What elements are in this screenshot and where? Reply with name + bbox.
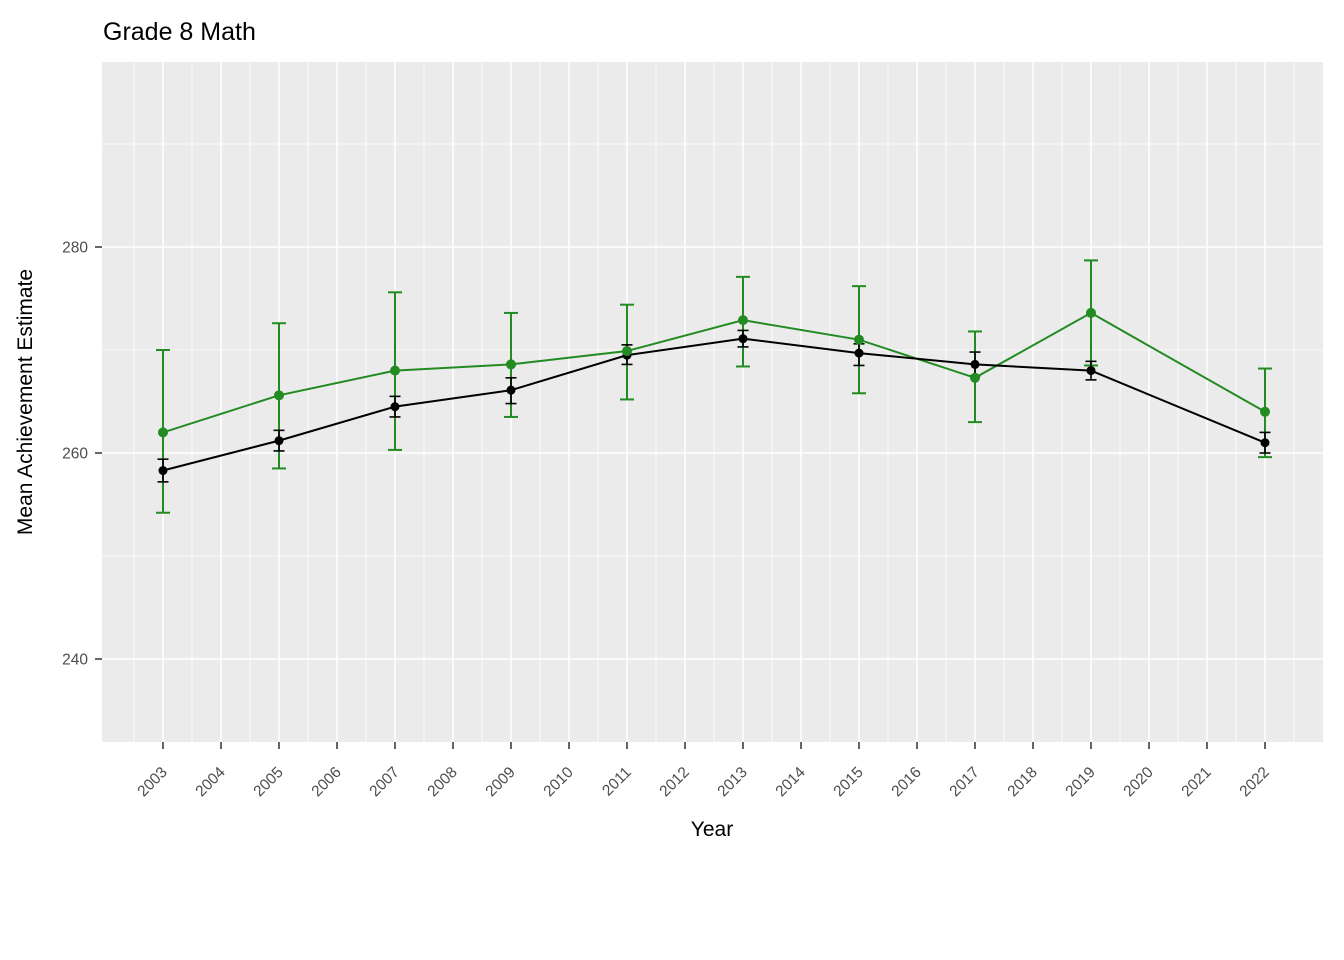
x-tick-label: 2009 [482,764,518,800]
data-point-wisconsin-2017 [970,372,980,383]
data-point-wisconsin-2007 [390,365,400,376]
x-tick-label: 2005 [250,764,286,800]
x-tick-label: 2020 [1120,764,1157,801]
x-tick-label: 2022 [1236,764,1272,800]
data-point-national-public-2009 [506,385,516,395]
x-tick-label: 2021 [1178,764,1214,800]
x-tick-label: 2014 [772,764,809,801]
x-tick-label: 2004 [192,764,229,801]
data-point-wisconsin-2013 [738,315,748,326]
data-point-wisconsin-2015 [854,334,864,345]
data-point-national-public-2022 [1260,438,1270,448]
x-tick-label: 2003 [134,764,170,800]
x-tick-label: 2018 [1004,764,1040,800]
x-tick-label: 2013 [714,764,750,800]
x-tick-label: 2008 [424,764,460,800]
x-tick-label: 2015 [830,764,866,800]
data-point-national-public-2003 [158,466,168,476]
data-point-wisconsin-2019 [1086,307,1096,318]
data-point-national-public-2019 [1086,366,1096,376]
x-tick-label: 2016 [888,764,924,800]
x-tick-label: 2012 [656,764,692,800]
data-point-national-public-2017 [970,359,980,369]
data-point-national-public-2005 [274,436,284,446]
x-axis-title: Year [691,818,733,841]
x-tick-label: 2017 [946,764,982,800]
data-point-wisconsin-2022 [1260,406,1270,417]
x-tick-label: 2019 [1062,764,1098,800]
trend-line-national-public [162,337,1266,472]
y-axis-title: Mean Achievement Estimate [14,269,37,535]
data-point-national-public-2007 [390,402,400,412]
data-point-wisconsin-2003 [158,427,168,438]
data-point-national-public-2015 [854,348,864,358]
trend-line-wisconsin [162,311,1266,434]
x-tick-label: 2006 [308,764,344,800]
data-point-wisconsin-2009 [506,359,516,370]
y-tick-label: 280 [62,240,88,257]
data-point-national-public-2013 [738,334,748,344]
data-point-wisconsin-2005 [274,390,284,401]
x-tick-label: 2010 [540,764,577,801]
plot-title: Grade 8 Math [103,18,256,46]
y-tick-label: 260 [62,446,88,463]
x-tick-label: 2011 [599,764,635,800]
y-tick-label: 240 [62,652,88,669]
x-tick-label: 2007 [366,764,402,800]
data-marks [156,259,1272,514]
plot-panel [102,62,1323,742]
data-point-wisconsin-2011 [622,346,632,357]
